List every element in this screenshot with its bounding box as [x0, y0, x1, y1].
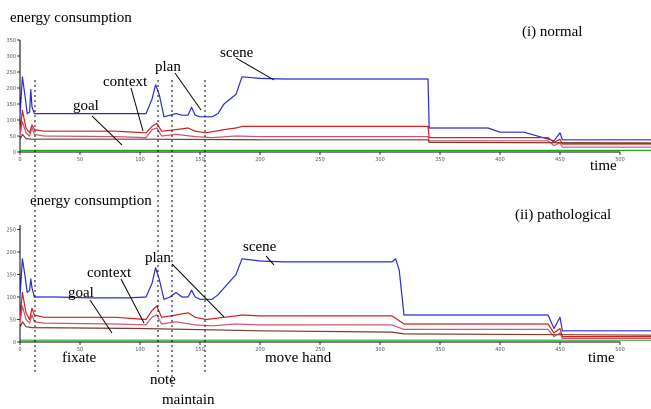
- panel2-x-tick-label: 50: [77, 347, 83, 353]
- panel1-y-tick-label: 150: [6, 102, 16, 108]
- panel1-x-tick-label: 250: [315, 157, 325, 163]
- panel1-y-tick-label: 100: [6, 118, 16, 124]
- panel2-y-tick-label: 250: [6, 228, 16, 234]
- panel1-ticks: 0 50 100 150 200 250 300 350 400 450 500 0 50 100 150 2…: [6, 38, 624, 163]
- panel2-x-tick-label: 100: [135, 347, 145, 353]
- panel2-series: [19, 258, 651, 341]
- panel2-x-tick-label: 400: [495, 347, 505, 353]
- panel1-label-plan: plan: [155, 59, 181, 75]
- phase-maintain: maintain: [162, 392, 215, 408]
- panel2-x-tick-label: 250: [315, 347, 325, 353]
- panel1-y-tick-label: 200: [6, 86, 16, 92]
- panel1-label-context: context: [103, 74, 148, 90]
- panel1-label-scene: scene: [220, 45, 254, 61]
- panel1-leader-context: [130, 87, 144, 132]
- panel1-x-tick-label: 500: [615, 157, 625, 163]
- panel2-xlabel: time: [588, 350, 615, 366]
- panel2-y-tick-label: 0: [13, 340, 16, 346]
- panel1-y-tick-label: 300: [6, 54, 16, 60]
- panel2-x-tick-label: 350: [435, 347, 445, 353]
- panel1-ylabel: energy consumption: [10, 10, 132, 26]
- panel2-x-tick-label: 200: [255, 347, 265, 353]
- panel2-x-tick-label: 0: [18, 347, 21, 353]
- panel1-y-tick-label: 250: [6, 70, 16, 76]
- panel2-leader-goal: [89, 299, 113, 334]
- panel1-leader-plan: [174, 72, 202, 111]
- panel2-ticks: 0 50 100 150 200 250 300 350 400 450 500 0 50 100 150 2…: [6, 228, 624, 354]
- panel-normal: energy consumption (i) normal time 0 50 10…: [6, 10, 651, 174]
- panel2-x-tick-label: 450: [555, 347, 565, 353]
- panel2-label-plan: plan: [145, 250, 171, 266]
- panel2-x-tick-label: 150: [195, 347, 205, 353]
- panel2-leader-scene: [265, 255, 275, 266]
- panel1-series: [19, 76, 651, 151]
- panel1-y-tick-label: 350: [6, 38, 16, 44]
- phase-note: note: [150, 372, 176, 388]
- panel1-series-goal: [19, 133, 651, 144]
- panel1-x-tick-label: 400: [495, 157, 505, 163]
- panel1-label-goal: goal: [73, 98, 99, 114]
- panel2-series-plan: [19, 291, 651, 338]
- panel1-series-context: [19, 120, 651, 148]
- panel1-series-scene: [19, 76, 651, 142]
- panel1-y-tick-label: 50: [10, 134, 16, 140]
- panel2-series-goal: [19, 321, 651, 336]
- panel2-y-tick-label: 150: [6, 273, 16, 279]
- panel1-y-tick-label: 0: [13, 150, 16, 156]
- panel1-x-tick-label: 150: [195, 157, 205, 163]
- panel1-x-tick-label: 100: [135, 157, 145, 163]
- panel1-leader-scene: [235, 57, 275, 81]
- panel2-y-tick-label: 50: [10, 318, 16, 324]
- phase-move-hand: move hand: [265, 350, 332, 366]
- panel1-series-plan: [19, 109, 651, 145]
- panel1-xlabel: time: [590, 158, 617, 174]
- panel2-label-context: context: [87, 265, 132, 281]
- panel2-leader-context: [120, 278, 145, 324]
- panel1-title: (i) normal: [522, 24, 582, 40]
- panel2-y-tick-label: 200: [6, 250, 16, 256]
- phase-fixate: fixate: [62, 350, 96, 366]
- panel2-label-goal: goal: [68, 285, 94, 301]
- panel2-series-context: [19, 305, 651, 339]
- panel1-x-tick-label: 350: [435, 157, 445, 163]
- panel2-y-tick-label: 100: [6, 295, 16, 301]
- panel1-x-tick-label: 300: [375, 157, 385, 163]
- panel2-series-scene: [19, 258, 651, 332]
- panel1-x-tick-label: 50: [77, 157, 83, 163]
- panel2-label-scene: scene: [243, 239, 277, 255]
- panel2-leader-plan: [171, 263, 225, 318]
- panel1-x-tick-label: 0: [18, 157, 21, 163]
- panel2-x-tick-label: 500: [615, 347, 625, 353]
- panel2-title: (ii) pathological: [515, 207, 611, 223]
- panel2-x-tick-label: 300: [375, 347, 385, 353]
- panel1-x-tick-label: 450: [555, 157, 565, 163]
- panel1-x-tick-label: 200: [255, 157, 265, 163]
- panel1-leader-goal: [91, 115, 123, 146]
- panel2-ylabel: energy consumption: [30, 193, 152, 209]
- panel-pathological: energy consumption (ii) pathological tim…: [6, 193, 651, 408]
